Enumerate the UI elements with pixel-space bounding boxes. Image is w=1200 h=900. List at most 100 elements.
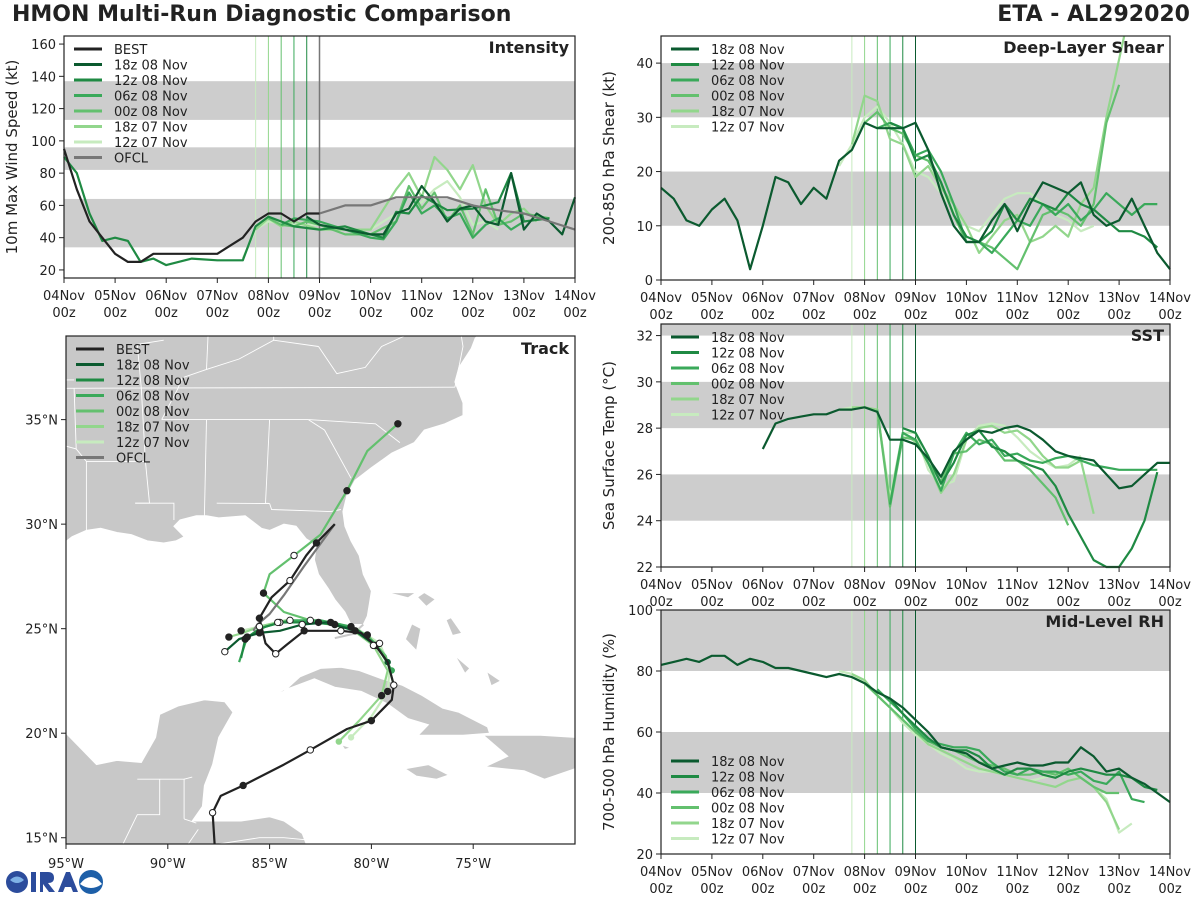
x-tick-date: 04Nov (640, 578, 682, 593)
track-start-marker (335, 738, 343, 745)
y-tick-label: 32 (636, 330, 653, 345)
legend-label: 00z 08 Nov (116, 405, 190, 420)
lat-tick-label: 15°N (25, 832, 58, 847)
x-tick-date: 13Nov (1098, 865, 1140, 880)
track-position-marker (298, 620, 306, 629)
x-tick-hour: 00z (802, 882, 826, 897)
legend-label: 12z 08 Nov (114, 74, 188, 89)
legend-label: 18z 07 Nov (711, 393, 785, 408)
panel-title: Intensity (489, 38, 570, 57)
track-position-marker (255, 622, 264, 631)
lon-tick-label: 95°W (48, 857, 84, 872)
series-line-12z-08-Nov (889, 697, 1158, 792)
legend-label: 18z 07 Nov (114, 121, 188, 136)
state-border (308, 419, 401, 443)
x-tick-date: 14Nov (1149, 291, 1191, 306)
track-position-marker (225, 633, 233, 641)
y-tick-label: 80 (39, 167, 56, 182)
storm-id: ETA - AL292020 (997, 2, 1190, 27)
x-tick-date: 09Nov (299, 289, 341, 304)
lat-tick-label: 35°N (25, 414, 58, 429)
track-position-marker (369, 641, 378, 650)
x-tick-date: 14Nov (1149, 865, 1191, 880)
country-border (137, 778, 185, 819)
x-tick-hour: 00z (1107, 595, 1131, 610)
x-tick-hour: 00z (853, 308, 877, 323)
y-tick-label: 22 (636, 561, 653, 576)
x-tick-hour: 00z (1057, 308, 1081, 323)
x-tick-hour: 00z (1006, 308, 1030, 323)
x-tick-date: 06Nov (742, 865, 784, 880)
x-tick-hour: 00z (700, 882, 724, 897)
legend-label: 18z 08 Nov (116, 359, 190, 374)
track-position-marker (286, 616, 294, 625)
y-axis-label: 700-500 hPa Humidity (%) (600, 633, 618, 831)
legend-label: 12z 07 Nov (711, 833, 785, 848)
state-border (203, 419, 207, 516)
series-line-00z-08-Nov (863, 682, 1120, 795)
panel-title: Deep-Layer Shear (1003, 38, 1164, 57)
best-track-marker (208, 808, 217, 817)
land-jamaica (403, 764, 451, 780)
x-tick-date: 06Nov (742, 578, 784, 593)
x-tick-date: 08Nov (844, 291, 886, 306)
x-tick-hour: 00z (955, 595, 979, 610)
x-tick-date: 12Nov (1047, 865, 1089, 880)
y-axis-label: 200-850 hPa Shear (kt) (600, 71, 618, 245)
track-start-marker (347, 734, 355, 741)
x-tick-hour: 00z (1006, 595, 1030, 610)
y-tick-label: 20 (636, 166, 653, 181)
series-line-18z-08-Nov (761, 406, 1170, 490)
x-tick-date: 13Nov (1098, 578, 1140, 593)
x-tick-date: 04Nov (640, 865, 682, 880)
country-border (183, 776, 193, 780)
lat-tick-label: 30°N (25, 518, 58, 533)
state-border (140, 388, 146, 462)
x-tick-hour: 00z (1107, 308, 1131, 323)
y-tick-label: 100 (628, 604, 653, 619)
x-tick-hour: 00z (649, 308, 673, 323)
land-small-island (342, 745, 349, 749)
y-tick-label: 20 (39, 264, 56, 279)
logo-swirl (10, 876, 24, 883)
x-tick-date: 11Nov (401, 289, 443, 304)
x-tick-date: 07Nov (793, 291, 835, 306)
x-tick-hour: 00z (802, 595, 826, 610)
x-tick-hour: 00z (1107, 882, 1131, 897)
x-tick-hour: 00z (700, 308, 724, 323)
best-track-marker (286, 576, 294, 585)
x-tick-date: 08Nov (844, 578, 886, 593)
track-end-marker (394, 420, 402, 428)
track-position-marker (326, 618, 335, 627)
state-border (136, 339, 164, 389)
logo-noaa-bird (80, 877, 102, 888)
x-tick-date: 06Nov (145, 289, 187, 304)
state-border (135, 461, 150, 504)
legend-label: 18z 07 Nov (711, 817, 785, 832)
x-tick-date: 12Nov (1047, 291, 1089, 306)
x-tick-hour: 00z (904, 882, 928, 897)
x-tick-date: 10Nov (350, 289, 392, 304)
track-position-marker (306, 616, 315, 625)
x-tick-hour: 00z (751, 308, 775, 323)
x-tick-hour: 00z (802, 308, 826, 323)
x-tick-date: 14Nov (554, 289, 596, 304)
y-tick-label: 40 (636, 787, 653, 802)
track-position-marker (375, 639, 384, 648)
country-border (183, 818, 197, 824)
y-tick-label: 100 (31, 135, 56, 150)
logo-letter-bar (31, 872, 36, 892)
legend-label: 12z 08 Nov (711, 59, 785, 74)
y-tick-label: 28 (636, 422, 653, 437)
best-track (211, 523, 395, 844)
state-border (454, 336, 464, 388)
legend-label: 12z 07 Nov (116, 436, 190, 451)
legend-label: 12z 07 Nov (114, 136, 188, 151)
track-position-marker (347, 622, 355, 631)
track-panel: 95°W 90°W 85°W 80°W 75°W 15°N 20°N 25°N 30°N 35°N… (25, 335, 576, 872)
land-cuba (270, 666, 491, 736)
legend-label: 06z 08 Nov (711, 786, 785, 801)
best-track-marker (239, 781, 247, 790)
legend-label: 00z 08 Nov (114, 105, 188, 120)
